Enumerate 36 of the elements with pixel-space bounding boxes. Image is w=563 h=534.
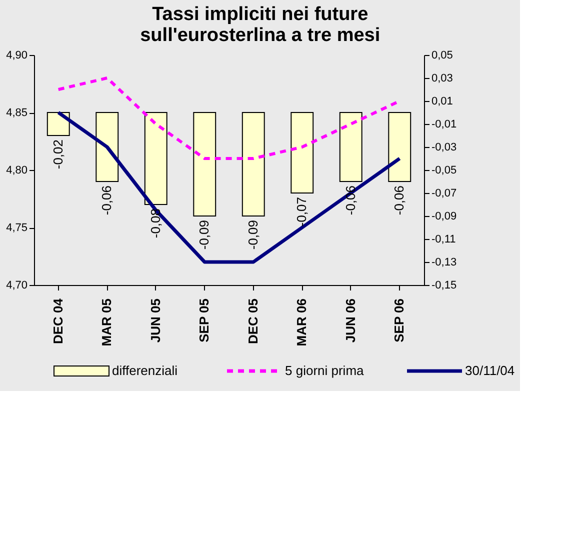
data-label: -0,09 xyxy=(196,220,212,250)
y-tick-label: 4,70 xyxy=(6,280,28,292)
data-label: -0,02 xyxy=(50,140,66,170)
x-tick-label: MAR 06 xyxy=(294,298,310,346)
x-tick-label: MAR 05 xyxy=(99,298,114,346)
x-tick-label: JUN 05 xyxy=(148,298,163,343)
y2-tick-label: -0,15 xyxy=(432,280,457,292)
data-label: -0,08 xyxy=(148,208,163,238)
y2-tick-label: -0,05 xyxy=(432,164,457,176)
legend-label: differenziali xyxy=(112,363,178,378)
legend-label: 30/11/04 xyxy=(465,363,515,378)
y2-tick-label: -0,11 xyxy=(432,234,456,246)
y-tick-label: 4,75 xyxy=(6,222,28,234)
y2-tick-label: -0,07 xyxy=(432,188,457,200)
data-label: -0,06 xyxy=(342,186,358,216)
x-tick-label: DEC 04 xyxy=(50,298,66,344)
y-tick-label: 4,80 xyxy=(6,164,28,176)
data-label: -0,09 xyxy=(245,220,260,250)
y2-tick-label: 0,01 xyxy=(432,96,453,108)
x-tick-label: JUN 06 xyxy=(342,298,358,343)
x-tick-label: SEP 06 xyxy=(392,298,407,342)
y2-tick-label: 0,05 xyxy=(432,50,453,62)
x-tick-label: SEP 05 xyxy=(196,298,212,342)
y2-tick-label: -0,09 xyxy=(432,210,457,222)
data-label: -0,07 xyxy=(294,197,310,227)
y2-tick-label: -0,13 xyxy=(432,256,457,268)
y2-tick-label: 0,03 xyxy=(432,72,453,84)
y-tick-label: 4,90 xyxy=(6,50,28,62)
data-label: -0,06 xyxy=(392,186,407,216)
y-tick-label: 4,85 xyxy=(6,107,28,119)
data-label: -0,06 xyxy=(99,186,114,216)
y2-tick-label: -0,03 xyxy=(432,142,457,154)
legend-label: 5 giorni prima xyxy=(285,363,365,378)
x-tick-label: DEC 05 xyxy=(245,298,260,344)
y2-tick-label: -0,01 xyxy=(432,118,457,130)
chart-title: Tassi impliciti nei future sull'eurosterlina a tre mesi xyxy=(140,4,380,46)
